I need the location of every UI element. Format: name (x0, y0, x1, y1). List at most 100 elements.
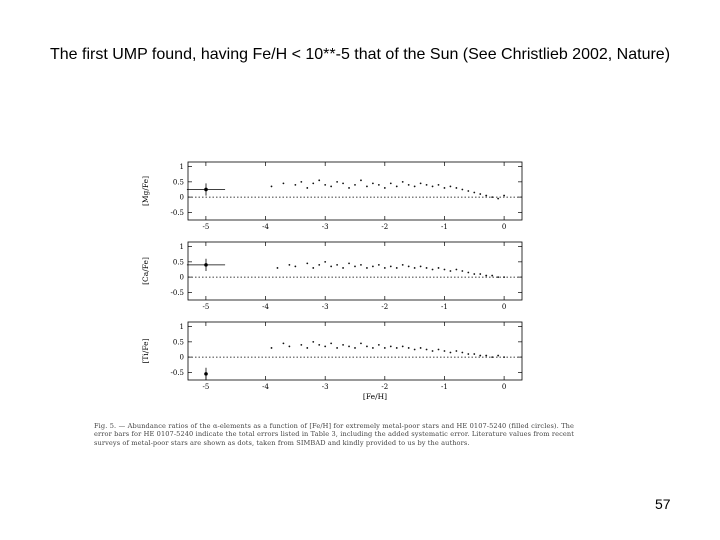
data-point (354, 347, 356, 349)
data-point (491, 356, 494, 359)
data-point (479, 354, 482, 357)
data-point (419, 182, 422, 185)
data-point (360, 342, 362, 345)
x-tick-label: 0 (502, 383, 506, 391)
data-point (449, 351, 452, 354)
data-point (437, 183, 440, 186)
data-point (455, 350, 458, 352)
x-tick-label: -4 (262, 303, 269, 311)
data-point (306, 262, 309, 265)
data-point (437, 267, 440, 269)
data-point (383, 187, 386, 189)
x-tick-label: -5 (202, 223, 209, 231)
data-point (336, 180, 339, 183)
data-point (395, 347, 398, 349)
y-tick-label: 1 (180, 323, 184, 331)
data-point (437, 348, 440, 351)
data-point (407, 265, 410, 268)
x-tick-label: -2 (381, 383, 388, 391)
data-point (485, 194, 488, 197)
data-point (455, 268, 458, 271)
y-axis-label: [Mg/Fe] (141, 176, 150, 206)
panel-frame (187, 241, 523, 301)
y-tick-label: -0.5 (171, 209, 185, 217)
data-point (395, 185, 398, 188)
data-point (342, 343, 344, 346)
y-tick-label: -0.5 (171, 289, 185, 297)
data-point (425, 183, 428, 186)
data-point (366, 185, 368, 188)
x-tick-label: -3 (322, 383, 329, 391)
y-tick-label: 1 (180, 243, 184, 251)
data-point (348, 345, 350, 348)
abundance-figure: 1 0.5 0 -0.5 -5 -4 -3 -2 -1 0 [Mg/Fe] 1 0.5 0 -0.5 -5 -4… (130, 156, 580, 492)
data-point (431, 350, 434, 352)
data-point (282, 182, 285, 185)
highlight-star-point (204, 187, 208, 192)
data-point (294, 265, 297, 268)
data-point (383, 347, 386, 349)
data-point (485, 354, 488, 357)
data-point (491, 274, 494, 277)
data-point (348, 187, 350, 189)
data-point (461, 188, 464, 191)
data-point (324, 183, 327, 186)
data-point (389, 182, 392, 185)
data-point (318, 179, 321, 182)
data-point (360, 263, 362, 266)
x-tick-label: -5 (202, 383, 209, 391)
data-point (497, 354, 500, 357)
data-point (503, 356, 506, 359)
slide-title: The first UMP found, having Fe/H < 10**-… (49, 46, 671, 63)
data-point (371, 265, 374, 268)
data-point (401, 180, 404, 183)
x-tick-label: -4 (262, 383, 269, 391)
y-tick-label: 0.5 (173, 178, 184, 186)
data-point (342, 182, 344, 185)
data-point (401, 345, 404, 348)
data-point (371, 182, 374, 185)
data-point (354, 183, 356, 186)
data-point (473, 273, 476, 275)
data-point (306, 347, 309, 349)
data-point (276, 267, 279, 269)
data-point (497, 276, 500, 279)
data-point (461, 351, 464, 354)
data-point (503, 194, 506, 197)
data-point (413, 267, 416, 269)
data-point (413, 185, 416, 188)
data-point (348, 262, 350, 265)
data-point (312, 340, 315, 343)
y-axis-label: [Ti/Fe] (141, 338, 150, 363)
y-tick-label: 0.5 (173, 258, 184, 266)
data-point (300, 180, 303, 183)
data-point (431, 268, 434, 271)
data-point (419, 265, 422, 268)
data-point (461, 270, 464, 272)
x-tick-label: 0 (502, 223, 506, 231)
x-tick-label: -3 (322, 303, 329, 311)
data-point (395, 267, 398, 269)
data-point (354, 265, 356, 268)
data-point (288, 263, 291, 266)
data-point (330, 185, 333, 188)
data-point (443, 187, 446, 189)
data-point (270, 347, 273, 349)
data-point (419, 347, 422, 349)
data-point (318, 263, 321, 266)
data-point (473, 191, 476, 194)
y-tick-label: 0 (180, 274, 184, 282)
data-point (497, 197, 500, 200)
data-point (294, 183, 297, 186)
x-tick-label: -2 (381, 223, 388, 231)
data-point (330, 342, 333, 345)
x-tick-label: -1 (441, 383, 448, 391)
data-point (407, 347, 410, 349)
data-point (336, 347, 339, 349)
data-point (425, 348, 428, 351)
y-tick-label: 0 (180, 354, 184, 362)
data-point (449, 185, 452, 188)
data-point (324, 260, 327, 263)
highlight-star-point (204, 263, 208, 267)
data-point (282, 342, 285, 345)
